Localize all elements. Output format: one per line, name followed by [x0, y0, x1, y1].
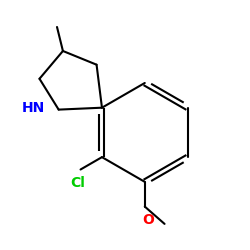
Text: O: O — [142, 213, 154, 227]
Text: HN: HN — [22, 102, 45, 116]
Text: Cl: Cl — [71, 176, 86, 190]
